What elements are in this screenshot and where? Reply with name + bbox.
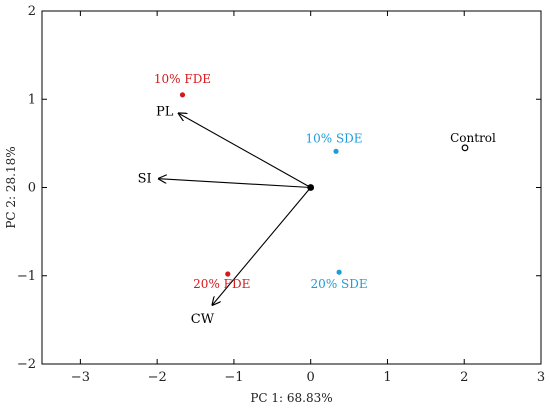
y-axis-ticks: 2 1 0 −1 −2 <box>17 4 541 372</box>
point-control <box>461 144 469 152</box>
y-tick-label: −1 <box>17 269 36 284</box>
y-tick-label: 0 <box>28 181 36 196</box>
plot-frame <box>41 10 542 365</box>
x-tick-label: 0 <box>307 370 315 385</box>
x-axis-ticks: −3 −2 −1 0 1 2 3 <box>71 11 545 385</box>
plot-axes <box>41 10 542 365</box>
y-tick-label: 1 <box>28 92 36 107</box>
point-10-sde <box>333 148 339 154</box>
x-tick-label: 3 <box>537 370 545 385</box>
y-tick-label: −2 <box>17 357 36 372</box>
x-axis-label: PC 1: 68.83% <box>250 391 332 405</box>
vector-arrow-si <box>159 179 311 189</box>
x-tick-label: −1 <box>224 370 243 385</box>
vector-label-cw: CW <box>191 312 215 327</box>
x-tick-label: −3 <box>71 370 90 385</box>
x-tick-label: 1 <box>383 370 391 385</box>
point-label-10-fde: 10% FDE <box>154 72 211 86</box>
point-label-20-fde: 20% FDE <box>193 277 250 291</box>
score-points: 10% FDE 20% FDE 10% SDE 20% SDE Control <box>154 72 496 291</box>
loading-vectors: PL SI CW <box>138 104 315 327</box>
vector-arrow-cw <box>212 187 312 305</box>
point-20-fde <box>225 271 231 277</box>
vector-arrow-pl <box>179 113 311 188</box>
point-label-control: Control <box>450 131 496 145</box>
origin-point <box>307 184 315 191</box>
point-label-10-sde: 10% SDE <box>305 131 362 145</box>
y-tick-label: 2 <box>28 4 36 19</box>
x-tick-label: 2 <box>460 370 468 385</box>
vector-label-si: SI <box>138 172 152 187</box>
point-10-fde <box>179 92 186 98</box>
y-axis-label: PC 2: 28.18% <box>4 146 18 228</box>
point-20-sde <box>336 269 342 275</box>
vector-label-pl: PL <box>156 104 174 119</box>
point-label-20-sde: 20% SDE <box>311 277 368 291</box>
x-tick-label: −2 <box>148 370 167 385</box>
